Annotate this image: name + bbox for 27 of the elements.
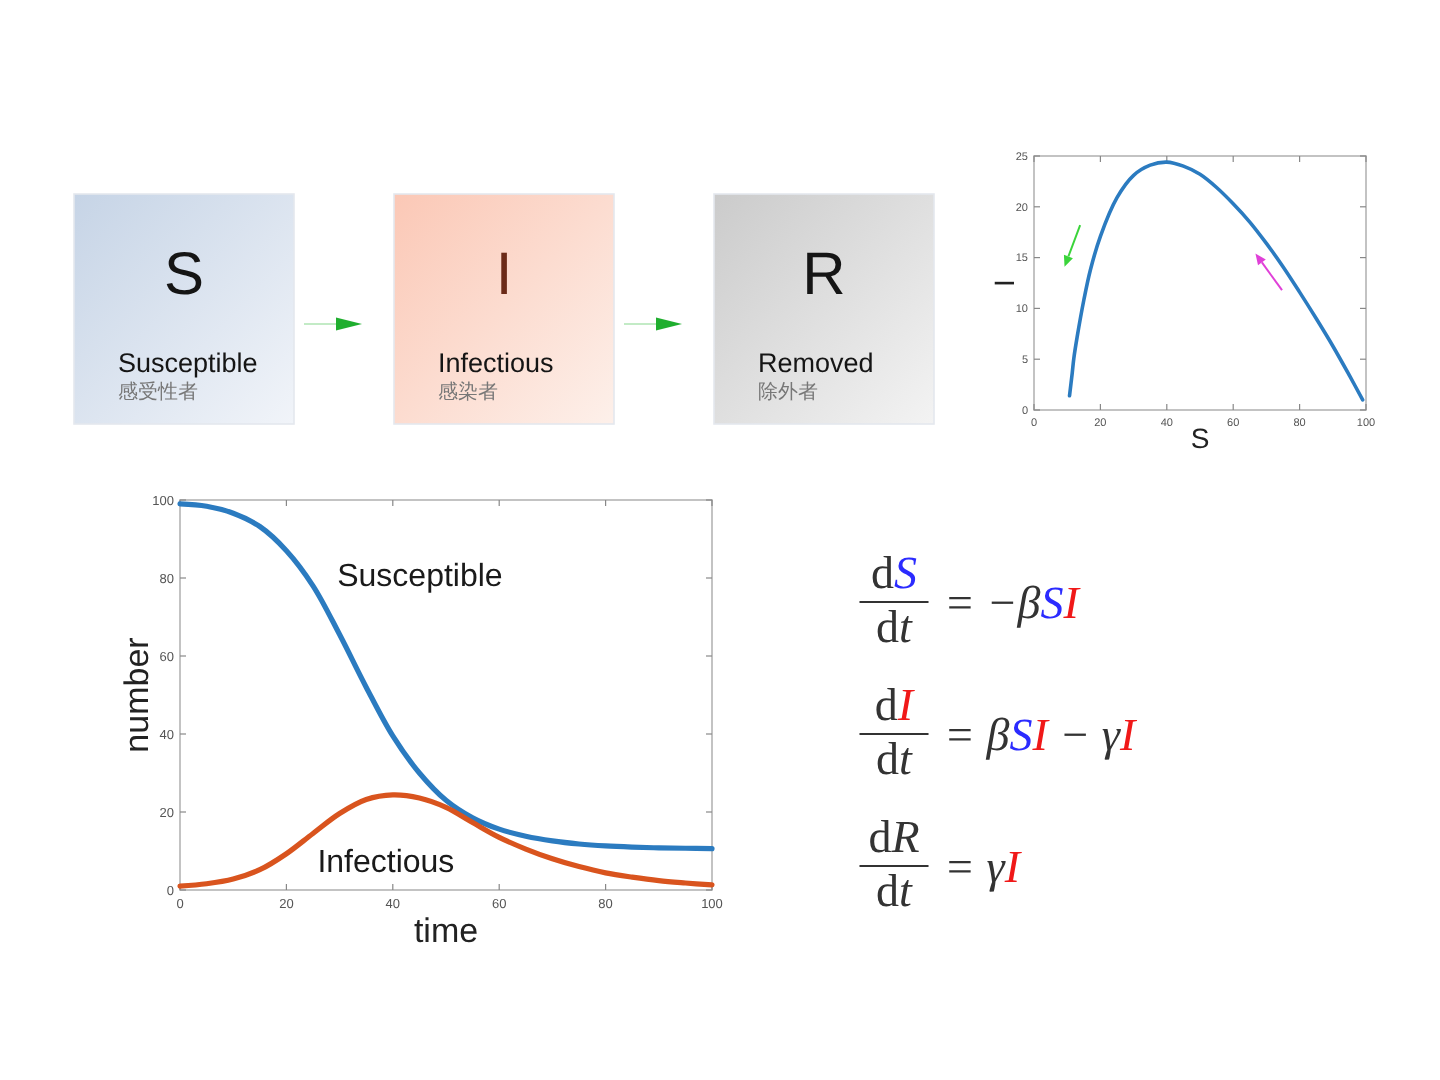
- text: I: [495, 242, 513, 308]
- text: Infectious: [438, 348, 555, 378]
- text: dR: [868, 812, 920, 862]
- text: S: [163, 242, 205, 308]
- series-label: Susceptible: [337, 559, 503, 594]
- text: R: [802, 242, 846, 308]
- text: 除外者: [758, 380, 818, 404]
- series-label: Infectious: [317, 845, 455, 880]
- text: Susceptible: [118, 348, 258, 378]
- text: = βSI − γI: [944, 710, 1138, 760]
- x-axis-title: time: [413, 912, 479, 950]
- text: dt: [876, 734, 914, 784]
- line-series: [177, 792, 715, 889]
- y-axis-title: number: [118, 636, 156, 753]
- line-series: [177, 501, 715, 852]
- text: dS: [871, 548, 918, 598]
- text: dt: [876, 602, 914, 652]
- y-axis-title: I: [988, 279, 1020, 287]
- text: Removed: [758, 348, 874, 378]
- text: = γI: [944, 842, 1023, 892]
- text: = −βSI: [944, 578, 1082, 628]
- text: dt: [876, 866, 914, 916]
- x-axis-title: S: [1190, 422, 1210, 454]
- text: 感染者: [438, 380, 498, 404]
- text: 感受性者: [118, 380, 198, 404]
- line-series: [1067, 160, 1365, 402]
- text: dI: [874, 680, 916, 730]
